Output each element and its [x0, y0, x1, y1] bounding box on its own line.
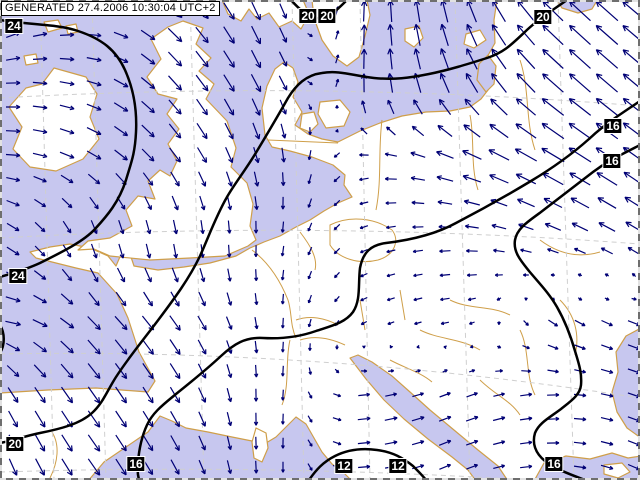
- contour-label: 16: [603, 154, 621, 168]
- border-slovenia-croatia: [389, 359, 433, 383]
- isoline-24: [0, 18, 138, 279]
- island-funen: [299, 111, 319, 133]
- border-germany-poland: [375, 119, 383, 211]
- contour-label: 12: [389, 459, 407, 473]
- border-france-germany: [251, 249, 297, 339]
- contour-label: 16: [127, 457, 145, 471]
- country-border-layer: [49, 59, 601, 479]
- contour-label: 16: [545, 457, 563, 471]
- contour-label: 20: [318, 9, 336, 23]
- border-denmark-germany: [267, 139, 339, 144]
- border-baltics-belarus: [469, 59, 536, 191]
- sea-adriatic: [349, 354, 509, 480]
- contour-label: 20: [534, 10, 552, 24]
- border-portugal-spain: [49, 431, 58, 479]
- contour-label: 20: [6, 437, 24, 451]
- island-zealand: [317, 99, 351, 129]
- isoline-16-west: [136, 99, 640, 480]
- island-great-britain: [77, 20, 257, 261]
- graticule-parallel-4: [0, 468, 536, 480]
- contour-label: 12: [335, 459, 353, 473]
- sea-overlay-layer: [88, 0, 640, 480]
- graticule-meridian-1: [39, 0, 55, 480]
- island-estonian: [463, 29, 487, 49]
- island-ireland: [8, 67, 100, 172]
- isoline-16-east: [513, 143, 640, 480]
- graticule-meridian-4: [291, 0, 305, 480]
- contour-label: 16: [604, 119, 622, 133]
- graticule-meridian-6: [454, 0, 471, 480]
- border-balkans-1: [419, 299, 511, 351]
- isoline-20-main: [0, 0, 569, 445]
- border-benelux: [299, 231, 317, 271]
- graticule-parallel-3: [0, 352, 640, 399]
- border-balkans-2: [479, 329, 536, 416]
- border-czech: [329, 218, 397, 263]
- contour-label: 24: [9, 269, 27, 283]
- contour-label: 20: [299, 9, 317, 23]
- graticule-parallel-1: [0, 90, 640, 107]
- island-hebrides: [23, 53, 39, 66]
- isoline-12: [307, 447, 428, 480]
- contour-label: 24: [5, 19, 23, 33]
- sea-gulf-of-riga: [476, 54, 497, 93]
- sea-black-sea: [611, 327, 640, 439]
- island-corsica: [251, 427, 269, 463]
- graticule-meridian-5: [359, 0, 371, 480]
- sea-gulf-of-finland: [555, 0, 599, 14]
- generated-timestamp: GENERATED 27.4.2006 10:30:04 UTC+2: [1, 1, 220, 16]
